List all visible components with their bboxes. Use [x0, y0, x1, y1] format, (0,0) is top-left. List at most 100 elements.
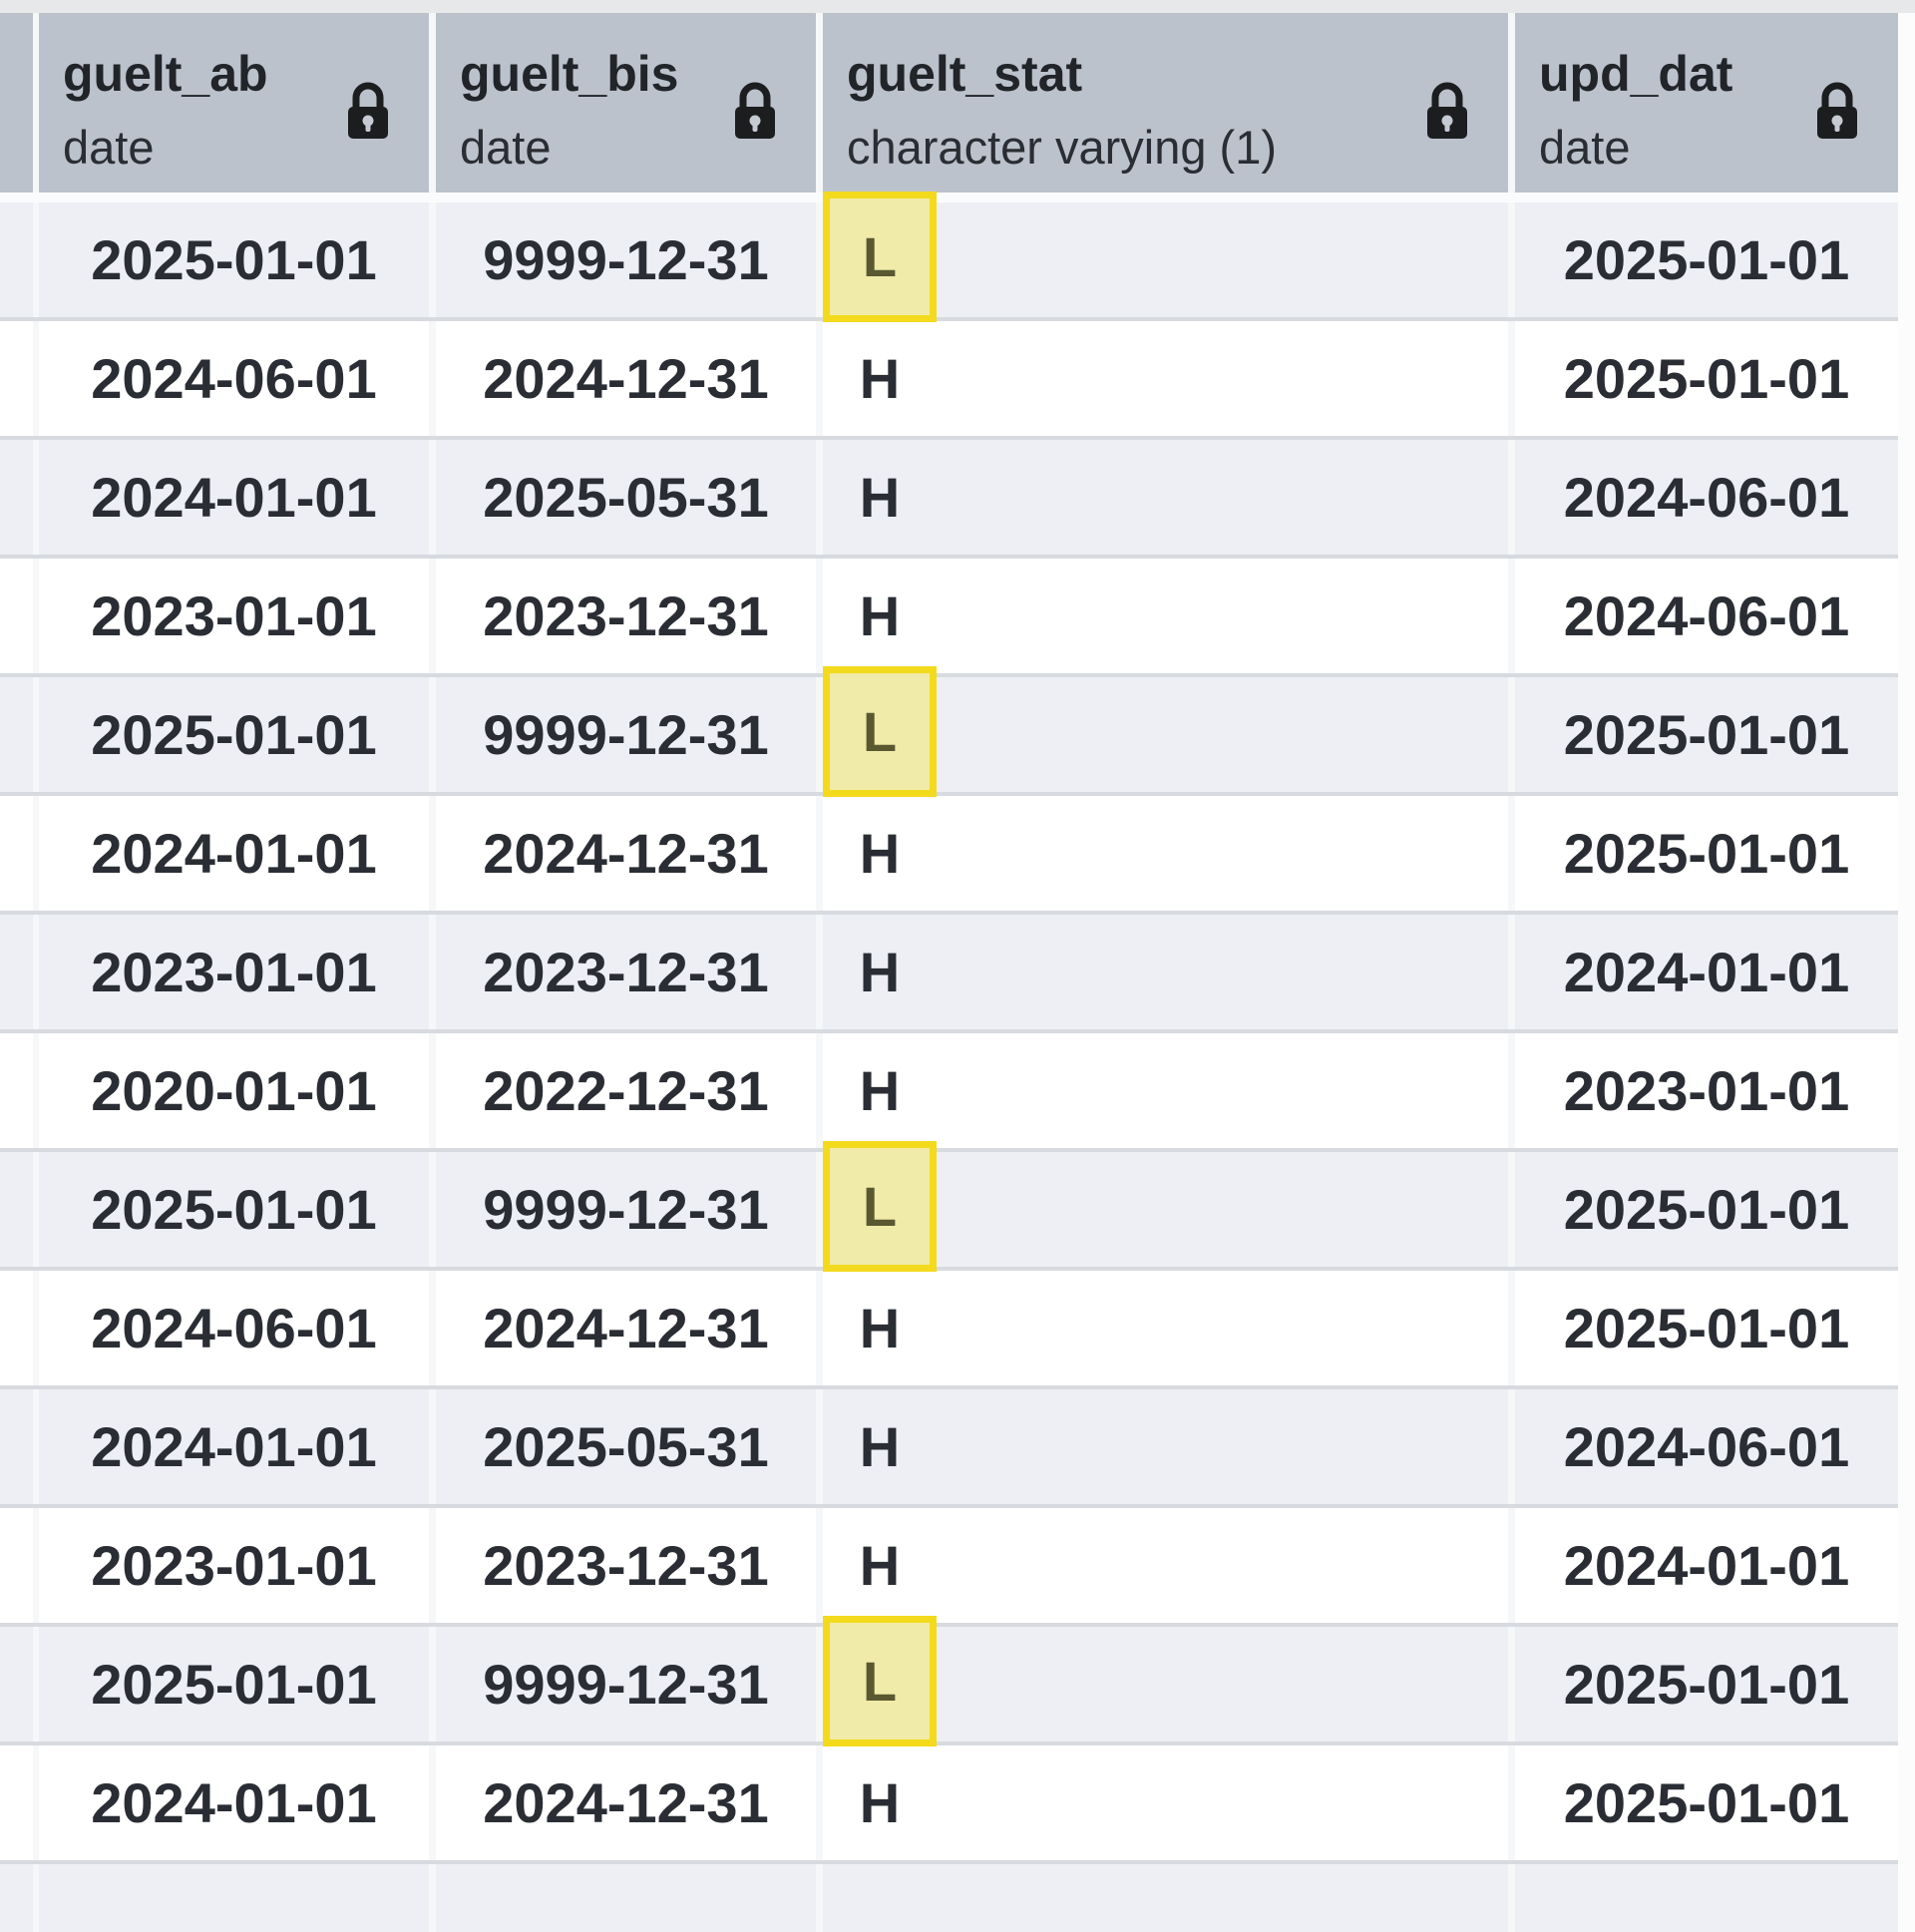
lock-icon	[735, 82, 775, 139]
column-name: guelt_ab	[63, 46, 268, 103]
cell-guelt_stat[interactable]: H	[823, 321, 1508, 436]
cell-guelt_stat[interactable]: H	[823, 1389, 1508, 1504]
column-header-text: guelt_bis date	[460, 46, 730, 174]
column-header-text: guelt_ab date	[63, 46, 343, 174]
cell-guelt_stat[interactable]: H	[823, 440, 1508, 555]
lock-icon	[1817, 82, 1857, 139]
cell-guelt_ab[interactable]: 2024-01-01	[39, 1389, 429, 1504]
table-row: 2023-01-01 2023-12-31 H 2024-06-01	[0, 559, 1898, 677]
cell-guelt_stat[interactable]: L	[823, 666, 1508, 797]
cell-fragment	[0, 1864, 33, 1932]
cell-fragment	[0, 1508, 33, 1623]
cell-fragment	[0, 1745, 33, 1860]
cell-upd_dat[interactable]: 2025-01-01	[1515, 1745, 1898, 1860]
column-header-text: upd_dat date	[1539, 46, 1812, 174]
cell-guelt_ab[interactable]	[39, 1864, 429, 1932]
stat-value: H	[859, 1297, 901, 1359]
cell-guelt_stat[interactable]: L	[823, 1616, 1508, 1746]
cell-guelt_bis[interactable]: 2024-12-31	[436, 1271, 816, 1385]
table-row: 2024-06-01 2024-12-31 H 2025-01-01	[0, 1271, 1898, 1389]
column-name: guelt_bis	[460, 46, 679, 103]
cell-upd_dat[interactable]: 2024-06-01	[1515, 559, 1898, 673]
cell-guelt_stat[interactable]	[823, 1864, 1508, 1932]
cell-upd_dat[interactable]: 2025-01-01	[1515, 677, 1898, 792]
cell-guelt_ab[interactable]: 2025-01-01	[39, 677, 429, 792]
rows-container: 2025-01-01 9999-12-31 L 2025-01-01 2024-…	[0, 192, 1898, 1932]
stat-value-highlighted: L	[823, 192, 937, 322]
column-header-guelt_ab[interactable]: guelt_ab date	[39, 13, 429, 193]
cell-guelt_stat[interactable]: H	[823, 1745, 1508, 1860]
cell-upd_dat[interactable]: 2025-01-01	[1515, 321, 1898, 436]
cell-guelt_stat[interactable]: L	[823, 1141, 1508, 1272]
cell-upd_dat[interactable]: 2025-01-01	[1515, 796, 1898, 911]
cell-guelt_ab[interactable]: 2024-01-01	[39, 440, 429, 555]
stat-value: H	[859, 1415, 901, 1478]
cell-guelt_bis[interactable]: 2023-12-31	[436, 559, 816, 673]
column-header-guelt_bis[interactable]: guelt_bis date	[436, 13, 816, 193]
column-type: character varying (1)	[847, 121, 1277, 175]
cell-guelt_bis[interactable]: 9999-12-31	[436, 202, 816, 317]
table-row-partial	[0, 1864, 1898, 1932]
cell-guelt_ab[interactable]: 2020-01-01	[39, 1033, 429, 1148]
table-row: 2025-01-01 9999-12-31 L 2025-01-01	[0, 1141, 1898, 1272]
cell-upd_dat[interactable]: 2025-01-01	[1515, 1627, 1898, 1741]
cell-guelt_stat[interactable]: H	[823, 1271, 1508, 1385]
cell-guelt_ab[interactable]: 2025-01-01	[39, 1627, 429, 1741]
lock-icon	[1427, 82, 1467, 139]
cell-guelt_ab[interactable]: 2023-01-01	[39, 1508, 429, 1623]
right-strip	[1898, 13, 1915, 1932]
table-row: 2023-01-01 2023-12-31 H 2024-01-01	[0, 915, 1898, 1033]
cell-guelt_ab[interactable]: 2024-01-01	[39, 796, 429, 911]
cell-guelt_bis[interactable]: 2023-12-31	[436, 915, 816, 1029]
cell-guelt_stat[interactable]: L	[823, 192, 1508, 322]
column-header-guelt_stat[interactable]: guelt_stat character varying (1)	[823, 13, 1508, 193]
cell-guelt_bis[interactable]: 2023-12-31	[436, 1508, 816, 1623]
cell-upd_dat[interactable]: 2025-01-01	[1515, 202, 1898, 317]
cell-fragment	[0, 1033, 33, 1148]
cell-upd_dat[interactable]	[1515, 1864, 1898, 1932]
cell-guelt_bis[interactable]: 2024-12-31	[436, 321, 816, 436]
column-name: guelt_stat	[847, 46, 1083, 103]
cell-guelt_bis[interactable]: 9999-12-31	[436, 677, 816, 792]
table-row: 2025-01-01 9999-12-31 L 2025-01-01	[0, 666, 1898, 797]
cell-guelt_stat[interactable]: H	[823, 1033, 1508, 1148]
cell-upd_dat[interactable]: 2024-06-01	[1515, 1389, 1898, 1504]
cell-guelt_stat[interactable]: H	[823, 1508, 1508, 1623]
cell-guelt_bis[interactable]: 2024-12-31	[436, 1745, 816, 1860]
cell-guelt_bis[interactable]	[436, 1864, 816, 1932]
cell-guelt_ab[interactable]: 2025-01-01	[39, 1152, 429, 1267]
column-type: date	[460, 121, 552, 175]
column-header-upd_dat[interactable]: upd_dat date	[1515, 13, 1898, 193]
cell-guelt_bis[interactable]: 2022-12-31	[436, 1033, 816, 1148]
cell-guelt_bis[interactable]: 9999-12-31	[436, 1152, 816, 1267]
cell-guelt_bis[interactable]: 9999-12-31	[436, 1627, 816, 1741]
cell-guelt_stat[interactable]: H	[823, 559, 1508, 673]
cell-upd_dat[interactable]: 2023-01-01	[1515, 1033, 1898, 1148]
cell-guelt_ab[interactable]: 2023-01-01	[39, 559, 429, 673]
cell-upd_dat[interactable]: 2024-01-01	[1515, 1508, 1898, 1623]
cell-upd_dat[interactable]: 2024-01-01	[1515, 915, 1898, 1029]
cell-upd_dat[interactable]: 2024-06-01	[1515, 440, 1898, 555]
stat-value: H	[859, 584, 901, 647]
cell-guelt_bis[interactable]: 2024-12-31	[436, 796, 816, 911]
top-strip	[0, 0, 1915, 13]
cell-guelt_stat[interactable]: H	[823, 915, 1508, 1029]
cell-guelt_ab[interactable]: 2024-06-01	[39, 321, 429, 436]
cell-guelt_bis[interactable]: 2025-05-31	[436, 1389, 816, 1504]
cell-guelt_ab[interactable]: 2024-01-01	[39, 1745, 429, 1860]
column-type: date	[63, 121, 155, 175]
stat-value-highlighted: L	[823, 666, 937, 797]
lock-icon	[348, 82, 388, 139]
cell-guelt_stat[interactable]: H	[823, 796, 1508, 911]
table-row: 2020-01-01 2022-12-31 H 2023-01-01	[0, 1033, 1898, 1152]
table-row: 2024-01-01 2025-05-31 H 2024-06-01	[0, 440, 1898, 559]
cell-upd_dat[interactable]: 2025-01-01	[1515, 1152, 1898, 1267]
table-row: 2023-01-01 2023-12-31 H 2024-01-01	[0, 1508, 1898, 1627]
cell-guelt_ab[interactable]: 2023-01-01	[39, 915, 429, 1029]
cell-upd_dat[interactable]: 2025-01-01	[1515, 1271, 1898, 1385]
cell-guelt_bis[interactable]: 2025-05-31	[436, 440, 816, 555]
cell-guelt_ab[interactable]: 2025-01-01	[39, 202, 429, 317]
cell-fragment	[0, 1627, 33, 1741]
cell-guelt_ab[interactable]: 2024-06-01	[39, 1271, 429, 1385]
